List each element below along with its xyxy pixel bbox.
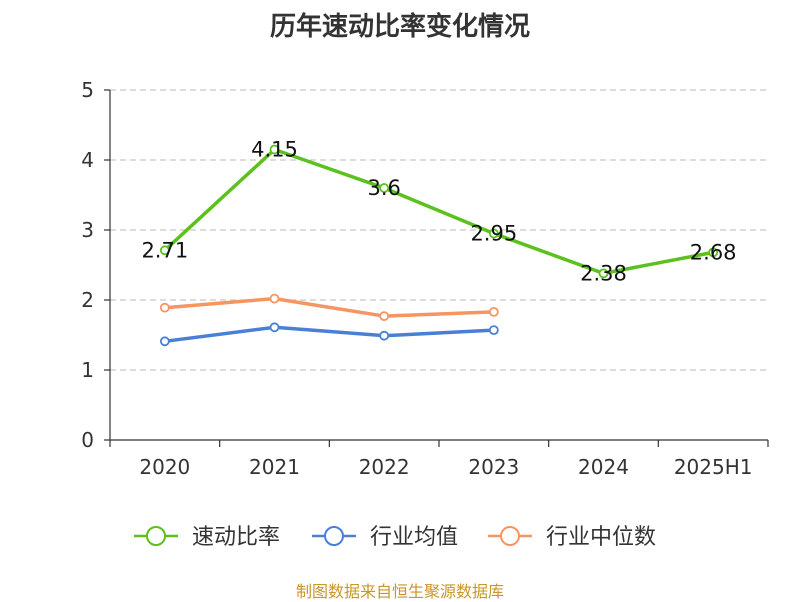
data-point [598,268,609,279]
data-point [488,325,499,336]
series-lines [159,144,719,347]
x-tick-label: 2025H1 [674,455,753,479]
legend-label: 行业中位数 [546,525,656,550]
data-point [269,293,280,304]
y-tick-label: 4 [81,148,94,172]
x-tick-label: 2020 [139,455,190,479]
x-tick-label: 2022 [359,455,410,479]
data-point [488,228,499,239]
legend-marker [146,526,166,546]
data-label: 2.95 [470,222,517,246]
data-point [379,311,390,322]
data-point [708,247,719,258]
legend-item-1[interactable]: 行业均值 [312,525,458,550]
data-point [159,336,170,347]
data-label: 2.68 [690,240,737,264]
legend-item-2[interactable]: 行业中位数 [488,525,656,550]
data-point [159,302,170,313]
data-point [159,245,170,256]
legend-marker [324,526,344,546]
series-line-1 [163,325,496,344]
legend-marker [500,526,520,546]
legend-label: 行业均值 [370,525,458,550]
x-tick-label: 2021 [249,455,300,479]
data-labels: 2.71 4.15 3.6 2.95 2.38 2.68 [141,138,736,286]
y-tick-label: 2 [81,288,94,312]
grid-lines [110,89,768,371]
legend-item-0[interactable]: 速动比率 [134,525,280,550]
data-point [379,330,390,341]
legend-label: 速动比率 [192,525,280,550]
data-point [269,144,280,155]
source-footer: 制图数据来自恒生聚源数据库 [295,582,504,601]
data-label: 4.15 [251,138,298,162]
series-line-2 [163,296,496,318]
x-tick-label: 2024 [578,455,629,479]
y-tick-label: 1 [81,358,94,382]
y-tick-label: 5 [81,78,94,102]
x-tick-label: 2023 [468,455,519,479]
y-tick-label: 3 [81,218,94,242]
chart-title: 历年速动比率变化情况 [269,12,530,42]
data-point [269,322,280,333]
data-label: 2.71 [141,238,188,262]
legend: 速动比率 行业均值 行业中位数 [134,525,656,550]
data-point [379,183,390,193]
data-point [488,306,499,317]
series-line-0 [163,147,715,276]
data-label: 2.38 [580,261,627,285]
data-label: 3.6 [367,176,400,200]
y-tick-label: 0 [81,428,94,452]
axes: 0 1 2 3 4 5 2020 2021 2022 2023 2024 2025H1 [81,78,769,479]
